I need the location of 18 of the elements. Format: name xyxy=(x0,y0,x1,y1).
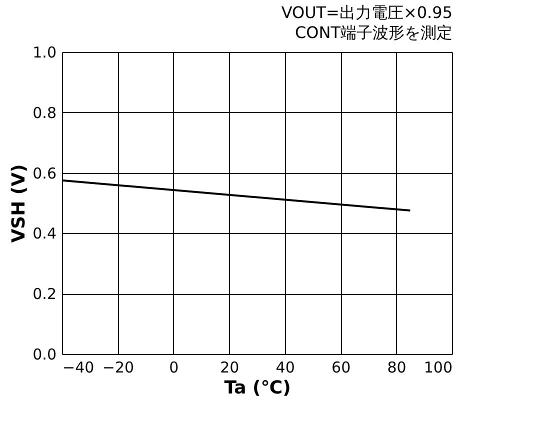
y-tick-label: 0.8 xyxy=(32,104,56,122)
x-tick-label: 40 xyxy=(276,358,295,376)
x-tick-label: 100 xyxy=(424,358,452,376)
x-axis-title: Ta (℃) xyxy=(224,378,291,398)
y-tick-label: 0.0 xyxy=(32,346,56,364)
x-tick-label: 80 xyxy=(387,358,406,376)
text: VOUT=出力電圧×0.95 xyxy=(281,3,452,22)
y-tick-label: 1.0 xyxy=(32,44,56,62)
y-axis-title: VSH (V) xyxy=(8,164,30,243)
x-tick-label: 60 xyxy=(332,358,351,376)
x-tick-label: −20 xyxy=(102,358,134,376)
x-tick-label: 20 xyxy=(220,358,240,376)
y-tick-label: 0.2 xyxy=(32,285,56,304)
y-tick-label: 0.4 xyxy=(32,224,56,243)
y-tick-label: 0.6 xyxy=(32,164,56,182)
x-tick-label: 0 xyxy=(169,358,179,376)
x-tick-label: −40 xyxy=(62,358,94,376)
text: CONT端子波形を測定 xyxy=(294,23,452,42)
